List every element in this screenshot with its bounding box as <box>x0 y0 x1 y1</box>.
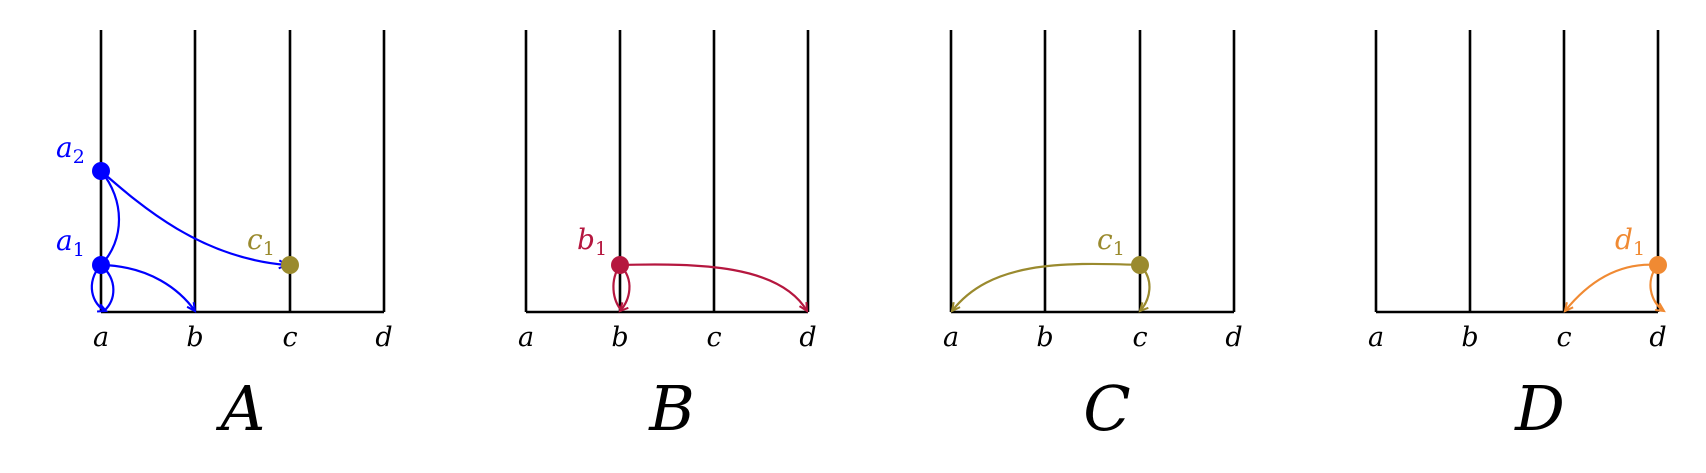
node-label-a1: a1 <box>56 224 85 261</box>
panel-a-strands <box>99 30 386 314</box>
panel-b-arrows <box>612 263 809 313</box>
axis-label-d: d <box>1225 322 1242 353</box>
node-c1 <box>1131 256 1149 274</box>
node-label-c1: c1 <box>247 223 275 260</box>
arrow-c1-to-a <box>950 262 1141 313</box>
panel-title-c: C <box>1083 372 1130 445</box>
node-d1 <box>1649 256 1667 274</box>
panel-b-axis-labels: a b c d <box>518 322 817 353</box>
arrow-b1-to-d <box>619 263 809 313</box>
axis-label-a: a <box>1368 322 1384 353</box>
node-label-c1: c1 <box>1097 223 1125 260</box>
arrow-d1-to-c <box>1563 263 1659 313</box>
node-label-b1: b1 <box>577 223 607 260</box>
node-b1 <box>611 256 629 274</box>
panel-c: c1 a b c d C <box>943 30 1243 445</box>
panel-c-axis-labels: a b c d <box>943 322 1243 353</box>
axis-label-a: a <box>93 322 109 353</box>
axis-label-b: b <box>1461 322 1478 353</box>
axis-label-c: c <box>282 322 297 353</box>
arrow-a1-to-b <box>100 263 197 313</box>
panel-a-node-labels: a2 a1 c1 <box>56 131 275 261</box>
node-a1 <box>92 256 110 274</box>
axis-label-c: c <box>1132 322 1147 353</box>
panel-b-strands <box>524 30 810 314</box>
panel-b: b1 a b c d B <box>518 30 817 445</box>
axis-label-a: a <box>943 322 959 353</box>
panel-title-d: D <box>1514 372 1565 445</box>
panel-a-axis-labels: a b c d <box>93 322 393 353</box>
panel-a-arrows <box>90 170 290 313</box>
node-c1 <box>281 256 299 274</box>
panel-a-nodes <box>92 162 299 274</box>
panel-c-strands <box>949 30 1236 314</box>
node-label-d1: d1 <box>1615 223 1645 260</box>
panel-d: d1 a b c d D <box>1368 30 1667 445</box>
axis-label-b: b <box>186 322 203 353</box>
axis-label-b: b <box>1036 322 1053 353</box>
axis-label-d: d <box>375 322 392 353</box>
panel-d-strands <box>1374 30 1660 314</box>
panel-title-a: A <box>216 372 266 445</box>
node-label-a2: a2 <box>56 131 85 168</box>
arrow-a2-to-c <box>100 170 290 270</box>
node-a2 <box>92 162 110 180</box>
panel-d-axis-labels: a b c d <box>1368 322 1667 353</box>
arrow-a2-to-a1 <box>100 170 120 266</box>
axis-label-d: d <box>1649 322 1666 353</box>
axis-label-c: c <box>706 322 721 353</box>
panel-c-arrows <box>950 262 1151 313</box>
axis-label-c: c <box>1556 322 1571 353</box>
axis-label-b: b <box>611 322 628 353</box>
panel-a: a2 a1 c1 a b c d A <box>56 30 393 445</box>
axis-label-a: a <box>518 322 534 353</box>
panel-d-arrows <box>1563 263 1666 313</box>
panel-title-b: B <box>648 372 695 445</box>
axis-label-d: d <box>799 322 816 353</box>
